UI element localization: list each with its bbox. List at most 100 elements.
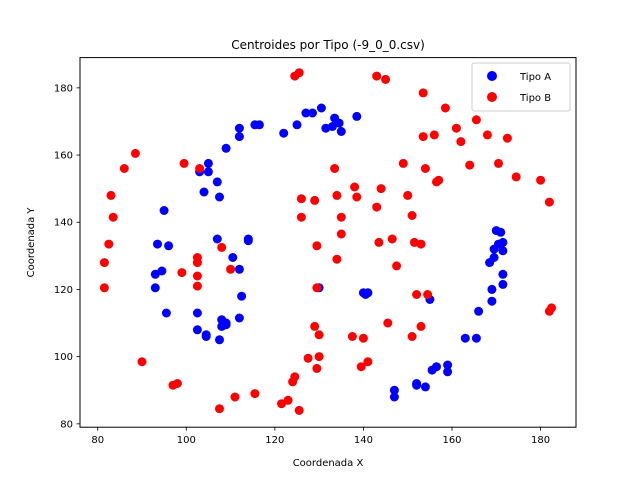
point-tipo-b-27 (294, 68, 304, 78)
point-tipo-b-29 (296, 194, 306, 204)
x-tick-label-100: 100 (177, 435, 196, 446)
point-tipo-b-79 (494, 158, 503, 168)
x-tick-label-160: 160 (442, 435, 461, 446)
point-tipo-b-70 (429, 130, 439, 140)
point-tipo-b-31 (303, 353, 313, 363)
point-tipo-b-40 (332, 190, 342, 200)
point-tipo-a-7 (234, 132, 244, 142)
point-tipo-b-52 (374, 237, 384, 247)
point-tipo-a-53 (420, 382, 430, 392)
point-tipo-a-27 (150, 283, 160, 293)
point-tipo-b-1 (99, 258, 109, 268)
point-tipo-b-56 (387, 234, 397, 244)
point-tipo-b-0 (99, 283, 109, 293)
point-tipo-b-81 (511, 172, 521, 182)
point-tipo-a-31 (234, 264, 244, 274)
point-tipo-a-61 (474, 306, 484, 316)
point-tipo-b-72 (434, 175, 444, 185)
point-tipo-b-48 (358, 333, 368, 343)
legend-marker-tipo-a (487, 71, 497, 81)
point-tipo-b-2 (104, 239, 114, 249)
point-tipo-a-48 (363, 288, 373, 298)
legend-marker-tipo-b (487, 92, 497, 102)
x-axis-ticks: 80 100 120 140 160 180 (91, 427, 550, 446)
point-tipo-b-25 (290, 372, 300, 382)
point-tipo-b-85 (547, 303, 557, 313)
point-tipo-b-49 (363, 357, 373, 367)
point-tipo-b-59 (403, 190, 413, 200)
point-tipo-b-67 (418, 132, 428, 142)
x-tick-label-140: 140 (354, 435, 373, 446)
point-tipo-a-72 (498, 269, 508, 279)
point-tipo-b-18 (217, 242, 227, 252)
point-tipo-b-35 (312, 283, 322, 293)
point-tipo-a-15 (316, 103, 326, 113)
point-tipo-b-42 (336, 212, 346, 222)
point-tipo-b-19 (226, 264, 236, 274)
point-tipo-a-13 (301, 108, 311, 118)
y-axis-label: Coordenada Y (26, 207, 37, 278)
point-tipo-b-15 (192, 281, 202, 291)
point-tipo-b-82 (536, 175, 546, 185)
point-tipo-b-41 (332, 254, 342, 264)
point-tipo-b-76 (465, 160, 475, 170)
point-tipo-a-30 (228, 253, 238, 262)
point-tipo-a-58 (443, 367, 453, 377)
point-tipo-a-63 (487, 296, 497, 306)
point-tipo-b-47 (356, 362, 366, 372)
y-tick-label-120: 120 (54, 285, 73, 296)
point-tipo-b-54 (381, 74, 391, 84)
point-tipo-a-17 (327, 122, 337, 131)
point-tipo-b-38 (314, 330, 324, 340)
point-tipo-b-9 (172, 379, 182, 388)
x-axis-label: Coordenada X (293, 458, 364, 469)
point-tipo-b-43 (336, 229, 346, 239)
y-tick-label-180: 180 (54, 83, 73, 94)
point-tipo-a-11 (279, 128, 289, 138)
point-tipo-a-68 (496, 227, 506, 237)
legend: Tipo A Tipo B (471, 62, 571, 112)
point-tipo-a-57 (443, 360, 453, 370)
point-tipo-b-17 (215, 404, 224, 414)
legend-label-tipo-b: Tipo B (519, 93, 551, 104)
point-tipo-b-46 (352, 192, 362, 202)
y-axis-ticks: 80 100 120 140 160 180 (54, 83, 80, 430)
point-tipo-b-69 (423, 290, 433, 299)
point-tipo-b-45 (350, 182, 360, 192)
point-tipo-b-61 (407, 332, 417, 341)
point-tipo-b-20 (230, 392, 240, 402)
point-tipo-a-39 (215, 335, 224, 345)
point-tipo-a-10 (254, 120, 264, 130)
y-tick-label-100: 100 (54, 352, 73, 363)
point-tipo-a-65 (489, 253, 499, 262)
point-tipo-a-71 (498, 246, 508, 256)
point-tipo-b-23 (283, 395, 293, 405)
point-tipo-b-83 (544, 197, 554, 207)
y-tick-label-140: 140 (54, 218, 73, 229)
point-tipo-b-44 (347, 332, 357, 341)
points-layer (99, 68, 557, 415)
point-tipo-b-68 (420, 164, 430, 173)
point-tipo-b-5 (119, 164, 129, 173)
point-tipo-a-73 (498, 279, 508, 289)
point-tipo-b-51 (372, 202, 382, 212)
point-tipo-a-56 (432, 362, 441, 372)
point-tipo-b-7 (137, 357, 147, 367)
point-tipo-a-8 (234, 123, 244, 133)
point-tipo-a-44 (234, 313, 244, 323)
legend-label-tipo-a: Tipo A (519, 72, 551, 83)
point-tipo-b-53 (376, 184, 386, 194)
point-tipo-a-26 (157, 266, 167, 276)
point-tipo-b-63 (412, 290, 422, 299)
point-tipo-a-0 (203, 158, 213, 168)
point-tipo-b-13 (192, 258, 202, 268)
point-tipo-b-57 (392, 261, 402, 271)
point-tipo-a-4 (199, 187, 209, 197)
point-tipo-b-58 (398, 158, 408, 168)
point-tipo-a-33 (243, 236, 253, 246)
point-tipo-a-70 (498, 237, 508, 247)
x-tick-label-80: 80 (91, 435, 104, 446)
point-tipo-a-20 (336, 127, 346, 136)
point-tipo-a-62 (487, 284, 497, 294)
